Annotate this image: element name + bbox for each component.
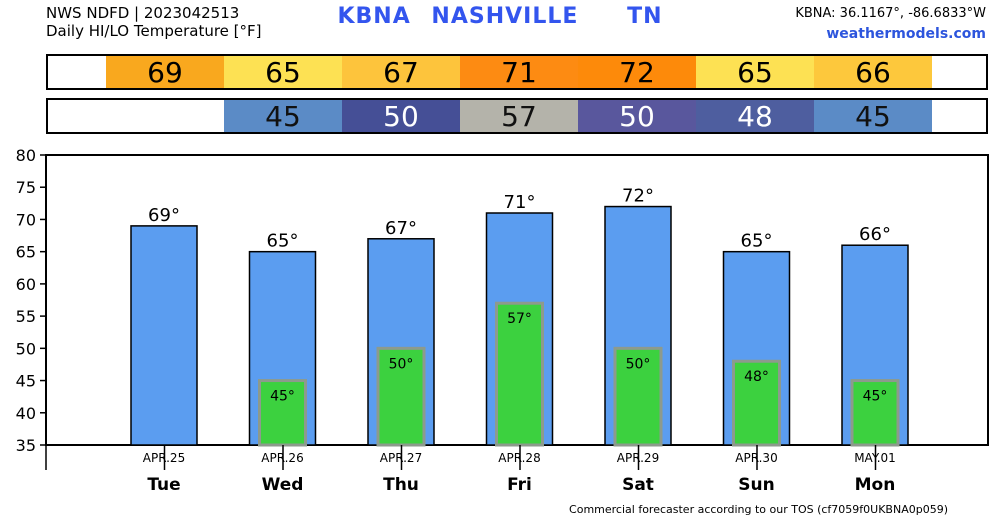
day-label: Mon — [855, 475, 896, 495]
location-title: KBNA NASHVILLE TN — [0, 6, 1000, 28]
low-bar-label: 48° — [744, 369, 769, 385]
coordinates: KBNA: 36.1167°, -86.6833°W — [795, 6, 986, 21]
y-tick-label: 70 — [16, 210, 36, 229]
high-bar-label: 67° — [385, 218, 417, 239]
low-temp-cell: 50 — [342, 100, 460, 133]
low-bar-label: 45° — [270, 389, 295, 405]
low-bar — [258, 379, 307, 447]
low-temp-cell: 45 — [224, 100, 342, 133]
high-temp-cell: 69 — [106, 56, 224, 89]
station-id: KBNA — [337, 4, 411, 29]
high-temp-cell: 71 — [460, 56, 578, 89]
y-tick-label: 80 — [16, 146, 36, 165]
low-temp-cell: 57 — [460, 100, 578, 133]
low-bar — [850, 379, 900, 447]
day-label: Sat — [622, 475, 654, 495]
low-bar-label: 50° — [389, 356, 414, 372]
low-temp-cell: 48 — [696, 100, 814, 133]
high-bar-label: 72° — [622, 186, 654, 207]
high-bar-label: 69° — [148, 205, 180, 226]
low-temp-cell: 50 — [578, 100, 696, 133]
state-code: TN — [627, 4, 663, 29]
high-bar-label: 65° — [741, 231, 773, 252]
city-name: NASHVILLE — [431, 4, 579, 29]
low-bar — [732, 359, 781, 447]
header-left: NWS NDFD | 2023042513 Daily HI/LO Temper… — [46, 4, 262, 40]
footer-note: Commercial forecaster according to our T… — [569, 503, 948, 516]
low-bar-label: 45° — [863, 389, 888, 405]
low-bar — [376, 346, 426, 447]
high-bar-label: 66° — [859, 224, 891, 245]
low-temp-strip: 45 50 57 50 48 45 — [46, 98, 988, 134]
day-label: Thu — [383, 475, 419, 495]
high-temp-cell: 66 — [814, 56, 932, 89]
high-temp-strip: 69 65 67 71 72 65 66 — [46, 54, 988, 90]
y-tick-label: 45 — [16, 372, 36, 391]
y-tick-label: 75 — [16, 178, 36, 197]
low-bar-label: 57° — [507, 311, 532, 327]
low-bar — [613, 346, 663, 447]
high-temp-cell: 67 — [342, 56, 460, 89]
low-bar-label: 50° — [626, 356, 651, 372]
day-label: Sun — [738, 475, 774, 495]
high-temp-cell: 72 — [578, 56, 696, 89]
y-tick-label: 40 — [16, 404, 36, 423]
high-bar-label: 71° — [504, 192, 536, 213]
product-subtitle: Daily HI/LO Temperature [°F] — [46, 22, 262, 40]
low-temp-cell: 45 — [814, 100, 932, 133]
high-bar-label: 65° — [267, 231, 299, 252]
y-tick-label: 50 — [16, 339, 36, 358]
y-tick-label: 55 — [16, 307, 36, 326]
site-link[interactable]: weathermodels.com — [826, 26, 986, 42]
y-tick-label: 65 — [16, 243, 36, 262]
y-tick-label: 35 — [16, 436, 36, 455]
day-label: Tue — [147, 475, 180, 495]
day-label: Wed — [262, 475, 304, 495]
day-label: Fri — [507, 475, 532, 495]
high-bar — [130, 225, 198, 446]
high-temp-cell: 65 — [696, 56, 814, 89]
y-tick-label: 60 — [16, 275, 36, 294]
high-temp-cell: 65 — [224, 56, 342, 89]
product-title: NWS NDFD | 2023042513 — [46, 4, 240, 22]
header-right: KBNA: 36.1167°, -86.6833°W weathermodels… — [795, 5, 986, 43]
